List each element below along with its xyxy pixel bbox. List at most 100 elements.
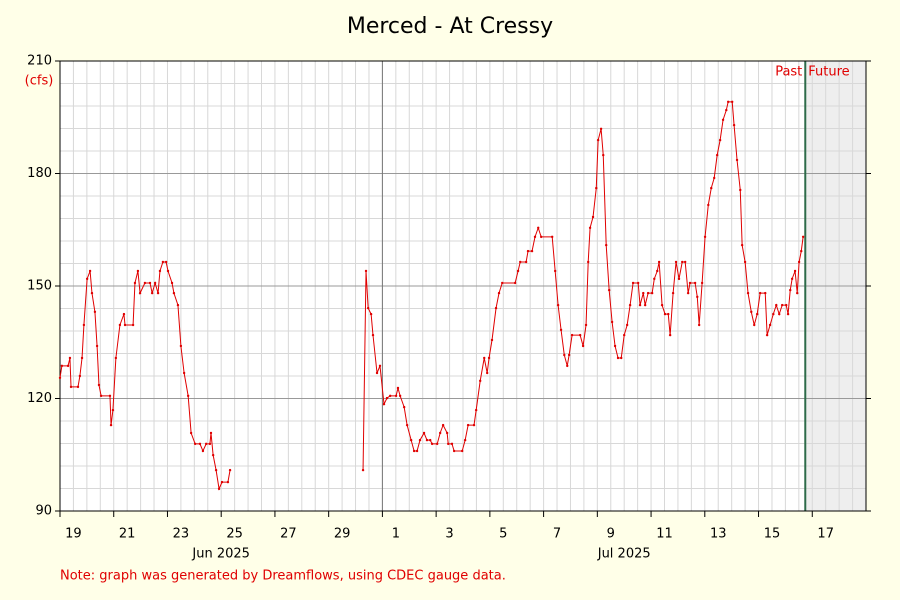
point — [642, 291, 645, 295]
point — [186, 394, 190, 398]
point — [385, 396, 389, 400]
point — [88, 269, 92, 273]
point — [677, 277, 681, 281]
point — [161, 260, 165, 264]
point — [415, 449, 419, 453]
month-label: Jun 2025 — [191, 547, 250, 562]
point — [108, 394, 112, 398]
point — [693, 281, 697, 285]
point — [559, 328, 563, 332]
point — [636, 281, 640, 285]
point — [422, 431, 426, 435]
point — [497, 291, 501, 295]
point — [731, 100, 734, 104]
point — [584, 323, 588, 327]
point — [650, 291, 654, 295]
point — [68, 356, 72, 360]
point — [750, 310, 753, 314]
point — [158, 269, 162, 273]
point — [613, 344, 617, 348]
point — [602, 153, 605, 157]
point — [483, 356, 486, 360]
point — [366, 306, 370, 310]
point — [201, 449, 205, 453]
future-label: Future — [808, 65, 849, 80]
point — [204, 442, 208, 446]
point — [721, 118, 725, 122]
point — [785, 303, 788, 307]
point — [69, 385, 73, 389]
point — [683, 260, 687, 264]
point — [533, 235, 537, 239]
point — [740, 243, 744, 247]
point — [361, 468, 365, 472]
point — [369, 312, 373, 316]
x-tick-label: 27 — [280, 527, 297, 542]
point — [398, 394, 402, 398]
point — [494, 306, 498, 310]
point — [487, 356, 491, 360]
point — [710, 186, 713, 190]
point — [226, 480, 230, 484]
point — [109, 423, 113, 427]
point — [668, 333, 672, 337]
x-tick-label: 7 — [553, 527, 561, 542]
point — [429, 438, 432, 442]
point — [501, 281, 504, 285]
point — [396, 386, 400, 390]
x-tick-label: 15 — [764, 527, 781, 542]
point — [450, 442, 454, 446]
point — [725, 108, 728, 112]
point — [772, 312, 775, 316]
point — [755, 312, 759, 316]
point — [707, 203, 710, 207]
point — [474, 408, 478, 412]
point — [172, 291, 176, 295]
x-tick-label: 25 — [226, 527, 243, 542]
point — [472, 423, 476, 427]
note: Note: graph was generated by Dreamflows,… — [60, 569, 506, 584]
line — [362, 101, 804, 471]
y-tick-label: 150 — [27, 279, 52, 294]
point — [697, 323, 701, 327]
x-tick-label: 21 — [119, 527, 136, 542]
point — [76, 385, 80, 389]
point — [99, 394, 103, 398]
point — [208, 442, 212, 446]
point — [445, 431, 449, 435]
point — [375, 371, 379, 375]
point — [563, 353, 566, 357]
point — [58, 376, 62, 380]
x-tick-label: 17 — [817, 527, 834, 542]
point — [182, 371, 186, 375]
point — [460, 449, 464, 453]
point — [743, 260, 747, 264]
plot-frame — [59, 60, 867, 512]
point — [371, 333, 375, 337]
chart-title: Merced - At Cressy — [347, 14, 553, 39]
x-tick-label: 19 — [65, 527, 82, 542]
point — [623, 333, 626, 337]
point — [118, 323, 122, 327]
point — [732, 123, 736, 127]
point — [136, 269, 140, 273]
point — [793, 269, 797, 273]
point — [90, 291, 94, 295]
point — [801, 235, 805, 239]
point — [82, 323, 86, 327]
point — [466, 423, 470, 427]
point — [122, 312, 126, 316]
point — [78, 374, 82, 378]
point — [775, 303, 778, 307]
point — [156, 291, 160, 295]
point — [60, 364, 64, 368]
point — [513, 281, 517, 285]
point — [610, 320, 614, 324]
point — [671, 291, 675, 295]
point — [409, 438, 413, 442]
x-tick-label: 1 — [392, 527, 400, 542]
point — [485, 371, 489, 375]
point — [780, 303, 784, 307]
point — [735, 158, 739, 162]
